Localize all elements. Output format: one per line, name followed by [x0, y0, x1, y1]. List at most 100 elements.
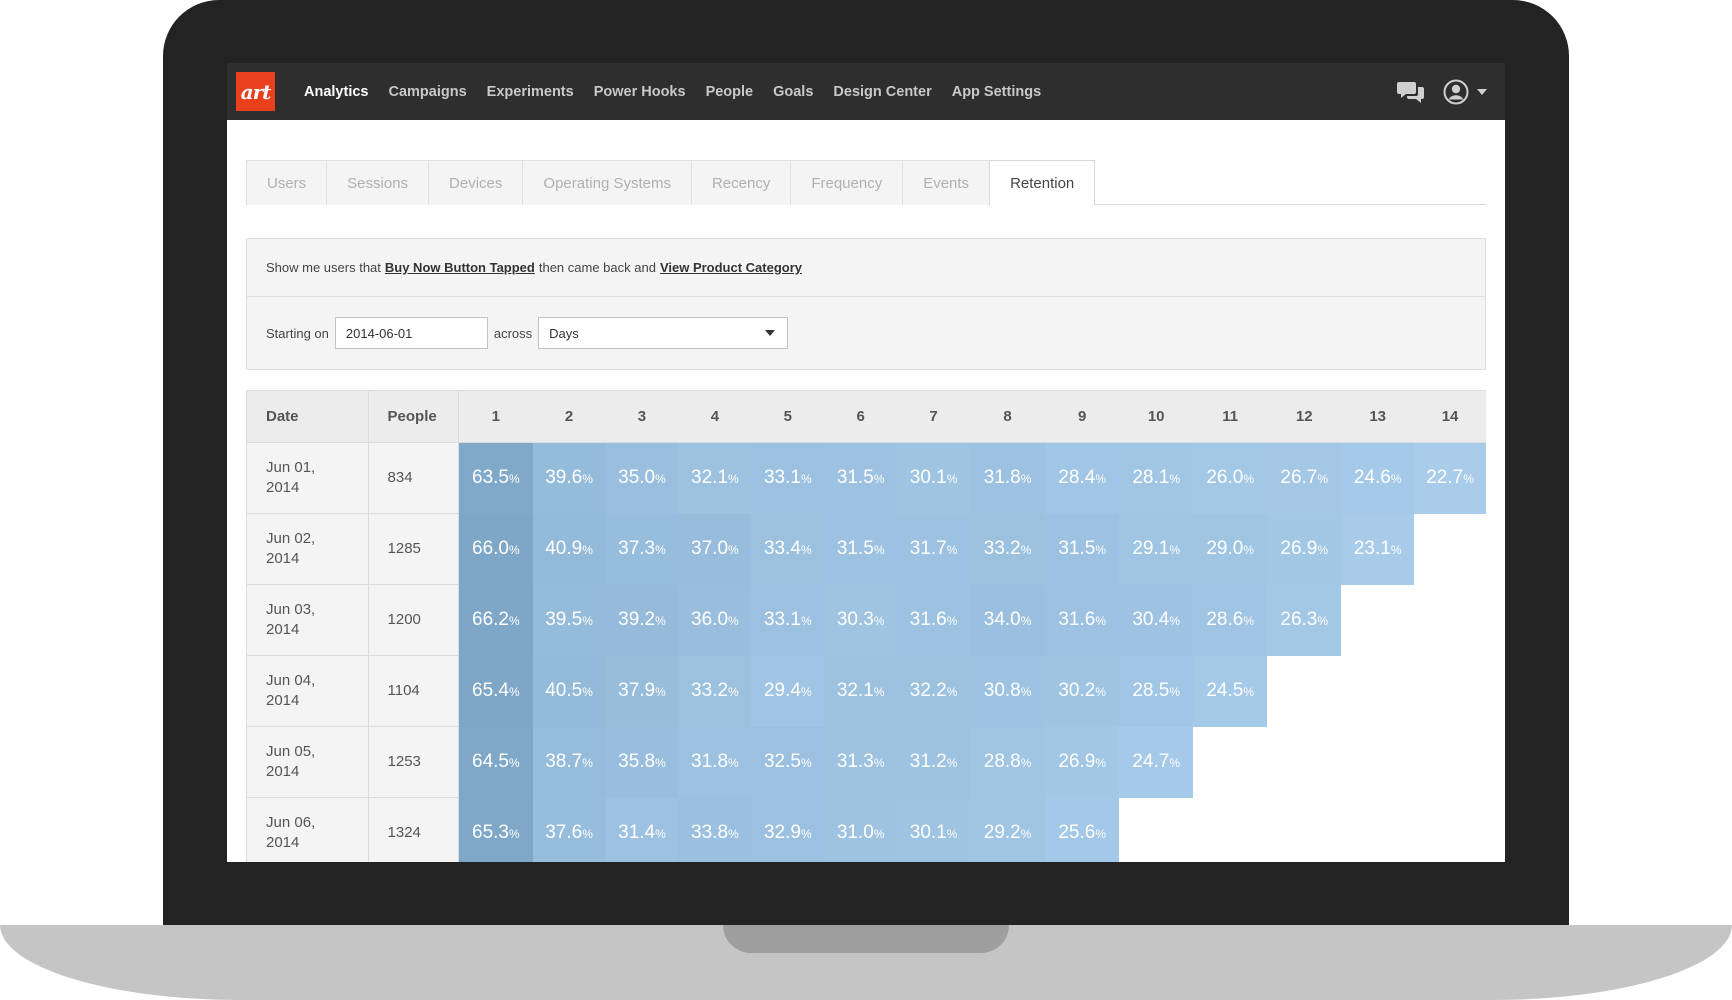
retention-cell[interactable]: 31.5% — [824, 513, 898, 585]
retention-cell[interactable]: 30.1% — [897, 797, 971, 862]
retention-cell[interactable]: 31.7% — [897, 513, 971, 585]
retention-cell[interactable]: 30.8% — [970, 655, 1046, 727]
retention-cell[interactable]: 25.6% — [1045, 797, 1120, 862]
retention-cell[interactable]: 26.0% — [1193, 442, 1268, 514]
retention-cell[interactable]: 26.9% — [1045, 726, 1120, 798]
retention-cell[interactable]: 29.0% — [1193, 513, 1268, 585]
retention-cell[interactable]: 33.1% — [751, 584, 825, 656]
retention-cell[interactable]: 40.5% — [532, 655, 606, 727]
chat-bubbles-icon[interactable] — [1397, 79, 1425, 105]
retention-cell[interactable]: 33.2% — [970, 513, 1046, 585]
retention-cell[interactable]: 26.7% — [1267, 442, 1342, 514]
retention-cell[interactable]: 28.4% — [1045, 442, 1120, 514]
nav-item-experiments[interactable]: Experiments — [486, 83, 574, 100]
percent-sign: % — [1243, 685, 1255, 699]
tab-devices[interactable]: Devices — [428, 160, 523, 205]
retention-cell[interactable]: 31.8% — [970, 442, 1046, 514]
retention-cell[interactable]: 28.6% — [1193, 584, 1268, 656]
first-event-link[interactable]: Buy Now Button Tapped — [384, 260, 535, 275]
retention-cell[interactable]: 65.3% — [458, 797, 533, 862]
retention-cell[interactable]: 28.5% — [1119, 655, 1194, 727]
tab-recency[interactable]: Recency — [690, 160, 791, 205]
retention-cell[interactable]: 33.1% — [751, 442, 825, 514]
retention-value: 28.6 — [1206, 609, 1244, 630]
retention-cell[interactable]: 34.0% — [970, 584, 1046, 656]
retention-cell[interactable]: 32.1% — [678, 442, 752, 514]
period-select[interactable]: Days — [538, 317, 789, 349]
tab-frequency[interactable]: Frequency — [790, 160, 903, 205]
retention-cell[interactable]: 37.0% — [678, 513, 752, 585]
start-date-input[interactable] — [334, 317, 488, 349]
retention-cell[interactable]: 31.4% — [605, 797, 679, 862]
retention-cell[interactable]: 30.4% — [1119, 584, 1194, 656]
retention-cell[interactable]: 39.5% — [532, 584, 606, 656]
retention-cell[interactable]: 37.3% — [605, 513, 679, 585]
retention-cell[interactable]: 32.1% — [824, 655, 898, 727]
retention-cell[interactable]: 22.7% — [1414, 442, 1486, 514]
retention-cell[interactable]: 31.2% — [897, 726, 971, 798]
retention-cell[interactable]: 39.2% — [605, 584, 679, 656]
retention-cell[interactable]: 65.4% — [458, 655, 533, 727]
nav-item-goals[interactable]: Goals — [773, 83, 814, 100]
tab-retention[interactable]: Retention — [989, 160, 1096, 206]
retention-cell[interactable]: 24.7% — [1119, 726, 1194, 798]
retention-cell[interactable]: 29.1% — [1119, 513, 1194, 585]
retention-cell[interactable]: 24.5% — [1193, 655, 1268, 727]
retention-cell[interactable]: 29.2% — [970, 797, 1046, 862]
retention-cell[interactable]: 31.6% — [897, 584, 971, 656]
retention-cell[interactable]: 63.5% — [458, 442, 533, 514]
nav-item-app-settings[interactable]: App Settings — [951, 83, 1042, 100]
nav-item-power-hooks[interactable]: Power Hooks — [593, 83, 686, 100]
retention-cell[interactable]: 66.2% — [458, 584, 533, 656]
retention-cell[interactable]: 28.1% — [1119, 442, 1194, 514]
second-event-link[interactable]: View Product Category — [659, 260, 803, 275]
retention-cell[interactable]: 31.8% — [678, 726, 752, 798]
retention-cell[interactable]: 32.2% — [897, 655, 971, 727]
retention-cell[interactable]: 36.0% — [678, 584, 752, 656]
header-people[interactable]: People — [367, 390, 460, 443]
retention-cell[interactable]: 39.6% — [532, 442, 606, 514]
retention-cell[interactable]: 32.9% — [751, 797, 825, 862]
header-date[interactable]: Date — [246, 390, 369, 443]
percent-sign: % — [1243, 472, 1255, 487]
tab-users[interactable]: Users — [246, 160, 327, 205]
retention-cell[interactable]: 31.0% — [824, 797, 898, 862]
retention-cell[interactable]: 33.8% — [678, 797, 752, 862]
retention-cell[interactable]: 64.5% — [458, 726, 533, 798]
retention-cell[interactable]: 66.0% — [458, 513, 533, 585]
retention-cell[interactable]: 32.5% — [751, 726, 825, 798]
user-avatar-icon[interactable] — [1443, 79, 1469, 105]
retention-cell[interactable]: 37.6% — [532, 797, 606, 862]
retention-cell[interactable]: 31.5% — [1045, 513, 1120, 585]
retention-cell[interactable]: 38.7% — [532, 726, 606, 798]
table-row: Jun 05, 2014 1253 64.5% 38.7% 35.8% 31.8% 32.5%… — [246, 726, 1486, 798]
retention-cell[interactable]: 31.6% — [1045, 584, 1120, 656]
retention-cell[interactable]: 33.4% — [751, 513, 825, 585]
tab-sessions[interactable]: Sessions — [326, 160, 429, 205]
retention-cell[interactable]: 31.5% — [824, 442, 898, 514]
retention-cell[interactable]: 26.3% — [1267, 584, 1342, 656]
tab-events[interactable]: Events — [902, 160, 990, 205]
retention-cell[interactable]: 30.2% — [1045, 655, 1120, 727]
retention-cell[interactable]: 30.1% — [897, 442, 971, 514]
tab-operating-systems[interactable]: Operating Systems — [522, 160, 691, 205]
retention-cell[interactable]: 31.3% — [824, 726, 898, 798]
nav-item-campaigns[interactable]: Campaigns — [388, 83, 467, 100]
caret-down-icon[interactable] — [1477, 88, 1487, 95]
retention-cell[interactable]: 26.9% — [1267, 513, 1342, 585]
retention-cell[interactable]: 33.2% — [678, 655, 752, 727]
retention-cell[interactable]: 40.9% — [532, 513, 606, 585]
retention-cell[interactable]: 24.6% — [1341, 442, 1415, 514]
empty-cell — [1341, 797, 1415, 862]
retention-cell[interactable]: 29.4% — [751, 655, 825, 727]
app-logo[interactable]: art — [236, 72, 275, 111]
retention-cell[interactable]: 30.3% — [824, 584, 898, 656]
nav-item-analytics[interactable]: Analytics — [304, 83, 369, 100]
retention-cell[interactable]: 35.0% — [605, 442, 679, 514]
nav-item-design-center[interactable]: Design Center — [833, 83, 932, 100]
nav-item-people[interactable]: People — [705, 83, 754, 100]
retention-cell[interactable]: 23.1% — [1341, 513, 1415, 585]
retention-cell[interactable]: 37.9% — [605, 655, 679, 727]
retention-cell[interactable]: 35.8% — [605, 726, 679, 798]
retention-cell[interactable]: 28.8% — [970, 726, 1046, 798]
